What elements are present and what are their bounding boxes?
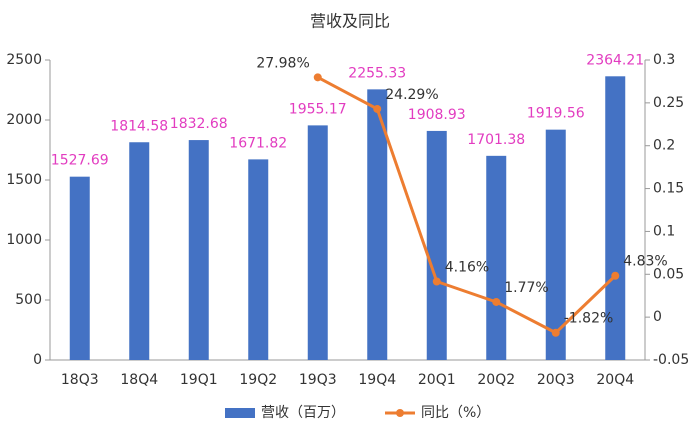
x-tick-label: 18Q4 [120,372,158,388]
bar-label: 1701.38 [467,132,525,148]
bar [486,155,507,360]
line-label: 27.98% [256,55,309,71]
bar [188,140,209,360]
bar-label: 1814.58 [110,118,168,134]
legend-swatch [225,408,255,418]
x-tick-label: 20Q3 [537,372,575,388]
bar-label: 2364.21 [586,52,644,68]
legend-swatch [396,409,404,417]
y2-tick-label: 0.2 [653,138,675,154]
x-tick-label: 18Q3 [61,372,99,388]
legend-label: 同比（%） [421,405,490,421]
y2-tick-label: -0.05 [653,352,689,368]
line-label: -1.82% [564,311,614,327]
bar [307,125,328,360]
x-tick-label: 19Q4 [358,372,396,388]
y2-tick-label: 0.1 [653,223,675,239]
y-tick-label: 1000 [6,232,42,248]
y-tick-label: 2000 [6,112,42,128]
y2-tick-label: 0.3 [653,52,675,68]
line-point [373,104,382,113]
bar [129,142,150,360]
x-tick-label: 19Q2 [239,372,277,388]
line-point [611,271,620,280]
bar-label: 1955.17 [289,101,347,117]
bar [426,130,447,360]
x-tick-label: 20Q2 [477,372,515,388]
bar [367,89,388,360]
line-label: 4.83% [623,254,667,270]
bar [605,76,626,360]
bar [69,176,90,360]
y2-tick-label: 0.15 [653,181,684,197]
chart-title: 营收及同比 [310,12,390,31]
y-tick-label: 0 [33,352,42,368]
bar-label: 1832.68 [170,116,228,132]
line-label: 24.29% [385,87,438,103]
y2-tick-label: 0.25 [653,95,684,111]
line [317,75,617,335]
line-label: 1.77% [504,280,548,296]
y-tick-label: 2500 [6,52,42,68]
x-tick-label: 19Q1 [180,372,218,388]
bar-label: 1671.82 [229,135,287,151]
x-tick-label: 20Q1 [418,372,456,388]
y2-tick-label: 0.05 [653,266,684,282]
bar [248,159,269,360]
y2-tick-label: 0 [653,309,662,325]
x-tick-label: 19Q3 [299,372,337,388]
legend-label: 营收（百万） [261,405,345,421]
line-point [492,297,501,306]
x-tick-label: 20Q4 [596,372,634,388]
y-tick-label: 500 [15,292,42,308]
line-point [432,277,441,286]
bar-label: 1527.69 [51,153,109,169]
bar-label: 2255.33 [348,65,406,81]
line-point [313,73,322,82]
bar-label: 1908.93 [408,107,466,123]
line-label: 4.16% [445,259,489,275]
bar-label: 1919.56 [527,106,585,122]
bar [545,129,566,360]
line-point [551,328,560,337]
y-tick-label: 1500 [6,172,42,188]
